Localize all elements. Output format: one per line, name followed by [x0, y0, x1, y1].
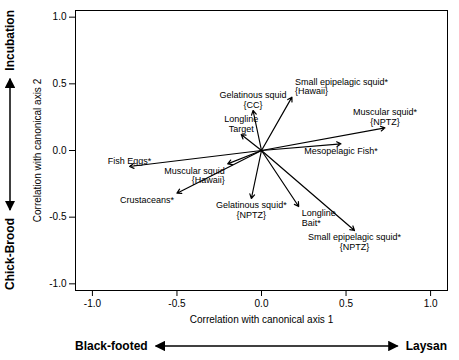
- svg-text:0.5: 0.5: [339, 298, 353, 309]
- svg-text:Incubation: Incubation: [3, 10, 17, 71]
- svg-text:Correlation with canonical axi: Correlation with canonical axis 2: [32, 78, 43, 222]
- svg-text:-0.5: -0.5: [168, 298, 186, 309]
- svg-text:Crustaceans*: Crustaceans*: [120, 195, 175, 205]
- svg-text:Correlation with canonical axi: Correlation with canonical axis 1: [190, 314, 334, 325]
- svg-text:Mesopelagic Fish*: Mesopelagic Fish*: [304, 146, 378, 156]
- svg-text:Fish Eggs*: Fish Eggs*: [108, 156, 152, 166]
- svg-text:Gelatinous squid*{NPTZ}: Gelatinous squid*{NPTZ}: [216, 200, 287, 219]
- svg-text:-1.0: -1.0: [49, 278, 67, 289]
- svg-text:Laysan: Laysan: [406, 339, 447, 353]
- svg-text:LonglineBait*: LonglineBait*: [302, 208, 336, 227]
- svg-text:LonglineTarget: LonglineTarget: [224, 114, 258, 133]
- svg-text:-0.5: -0.5: [49, 211, 67, 222]
- svg-text:1.0: 1.0: [53, 11, 67, 22]
- svg-text:Small epipelagic squid*{Hawaii: Small epipelagic squid*{Hawaii}: [295, 77, 389, 96]
- svg-text:Chick-Brood: Chick-Brood: [3, 218, 17, 290]
- svg-text:Gelatinous squid{CC}: Gelatinous squid{CC}: [220, 90, 287, 109]
- svg-text:Black-footed: Black-footed: [75, 339, 148, 353]
- svg-text:Small epipelagic squid*{NPTZ}: Small epipelagic squid*{NPTZ}: [308, 232, 402, 251]
- svg-text:Muscular squid{Hawaii}: Muscular squid{Hawaii}: [164, 166, 225, 185]
- svg-text:0.5: 0.5: [53, 78, 67, 89]
- svg-text:0.0: 0.0: [53, 145, 67, 156]
- svg-text:Muscular squid*{NPTZ}: Muscular squid*{NPTZ}: [353, 107, 418, 126]
- svg-text:-1.0: -1.0: [84, 298, 102, 309]
- svg-text:1.0: 1.0: [424, 298, 438, 309]
- svg-text:0.0: 0.0: [255, 298, 269, 309]
